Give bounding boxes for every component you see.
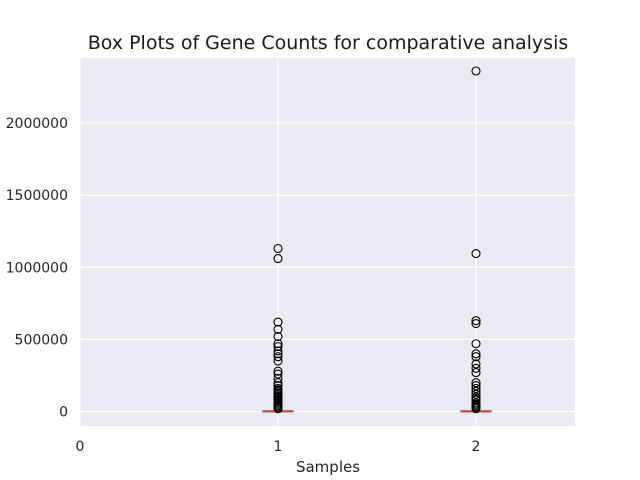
outlier-point [273, 352, 283, 362]
outlier-point [273, 373, 283, 383]
outlier-point [471, 349, 481, 359]
outlier-point [471, 404, 481, 414]
box-plot-sample-2 [460, 66, 492, 414]
outlier-point [273, 369, 283, 379]
outlier-point [471, 381, 481, 391]
outlier-point [471, 363, 481, 373]
y-tick-label: 2000000 [6, 116, 68, 132]
y-tick-label: 500000 [15, 332, 68, 348]
x-tick-label: 0 [76, 439, 85, 455]
outlier-point [471, 386, 481, 396]
y-tick-label: 1000000 [6, 260, 68, 276]
outlier-point [471, 368, 481, 378]
outlier-point [273, 404, 283, 414]
outlier-point [273, 349, 283, 359]
outlier-point [471, 339, 481, 349]
outlier-point [471, 389, 481, 399]
grid-lines [79, 58, 575, 426]
y-tick-label: 0 [59, 405, 68, 421]
outlier-point [471, 352, 481, 362]
y-tick-labels: 0 500000 1000000 1500000 2000000 [6, 116, 68, 421]
outlier-point [273, 381, 283, 391]
outlier-point [273, 254, 283, 264]
outlier-point [273, 342, 283, 352]
box-series [262, 66, 492, 414]
outlier-point [471, 248, 481, 259]
outlier-point [471, 318, 481, 329]
y-tick-label: 1500000 [6, 188, 68, 204]
x-tick-label: 2 [472, 439, 481, 455]
outlier-point [471, 378, 481, 388]
outlier-point [273, 378, 283, 388]
outlier-point [273, 331, 283, 342]
outlier-point [273, 317, 283, 327]
outlier-point [471, 359, 481, 369]
box-plot-sample-1 [262, 243, 294, 414]
outlier-point [471, 383, 481, 394]
plot-area [80, 58, 575, 426]
chart-title: Box Plots of Gene Counts for comparative… [88, 32, 569, 54]
outlier-point [273, 339, 283, 349]
outlier-point [471, 316, 481, 326]
x-axis-label: Samples [296, 458, 360, 476]
outlier-point [471, 66, 481, 76]
outlier-point [273, 366, 283, 376]
outlier-point [273, 324, 283, 334]
outlier-point [273, 243, 283, 254]
outlier-point [273, 356, 283, 366]
outlier-point [273, 346, 283, 356]
x-tick-label: 1 [274, 439, 283, 455]
x-tick-labels: 0 1 2 [76, 439, 481, 455]
outlier-point [471, 395, 481, 405]
